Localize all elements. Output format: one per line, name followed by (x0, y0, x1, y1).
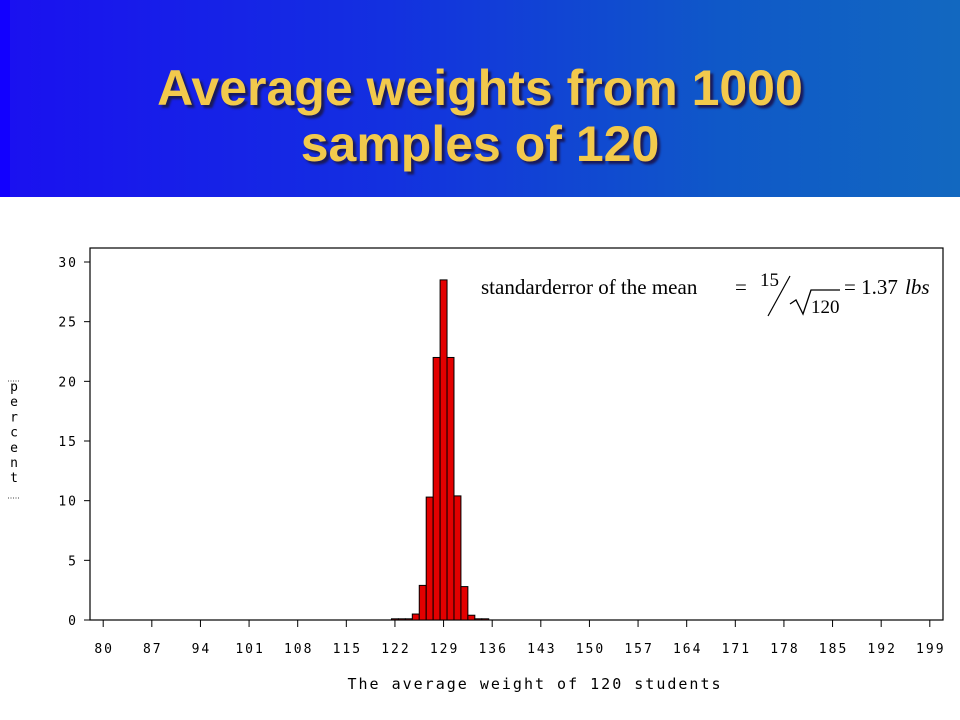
histogram-bar (411, 613, 420, 621)
x-tick-label: 136 (478, 642, 507, 657)
slide-title-line-1: Average weights from 1000 (157, 60, 803, 116)
x-tick-label: 164 (673, 642, 702, 657)
histogram-bar (446, 356, 455, 621)
formula-text: standarderror of the mean (481, 275, 698, 299)
x-tick-label: 143 (527, 642, 556, 657)
y-axis-title-char: t (10, 471, 18, 486)
histogram-bar (432, 356, 441, 621)
histogram-bar (467, 614, 476, 621)
histogram-bar (453, 495, 462, 621)
x-tick-label: 87 (143, 642, 163, 657)
y-tick-label: 10 (58, 495, 78, 510)
formula-equals: = (735, 275, 747, 299)
y-axis-title-char: p (10, 380, 18, 395)
formula-numerator: 15 (760, 270, 779, 291)
histogram-bar (474, 618, 483, 621)
y-tick-label: 25 (58, 316, 78, 331)
y-tick-label: 20 (58, 375, 78, 390)
histogram-bar (481, 618, 490, 621)
histogram-bar (418, 584, 427, 621)
x-tick-label: 108 (284, 642, 313, 657)
formula-denominator: 120 (811, 297, 840, 318)
y-axis-title-char: r (10, 410, 18, 425)
title-banner (0, 0, 960, 197)
x-tick-label: 185 (819, 642, 848, 657)
formula-fraction-slash (767, 275, 791, 317)
x-tick-label: 101 (235, 642, 264, 657)
y-tick-label: 5 (68, 554, 78, 569)
x-tick-label: 171 (722, 642, 751, 657)
histogram-bar (439, 279, 448, 621)
x-tick-label: 122 (381, 642, 410, 657)
formula-sqrt-sign (789, 289, 840, 316)
x-tick-label: 178 (770, 642, 799, 657)
formula-result: = 1.37 (844, 275, 898, 299)
histogram-bar (397, 618, 406, 621)
x-tick-label: 94 (192, 642, 212, 657)
x-tick-label: 199 (916, 642, 945, 657)
x-tick-label: 115 (333, 642, 362, 657)
histogram-bar (390, 618, 399, 621)
y-axis-title-char: n (10, 456, 18, 471)
x-tick-label: 129 (430, 642, 459, 657)
formula-unit: lbs (905, 275, 930, 299)
histogram-bars (390, 279, 490, 621)
histogram-bar (460, 586, 469, 621)
title-banner-edge (0, 0, 10, 197)
slide-title: Average weights from 1000 samples of 120 (0, 60, 960, 172)
y-axis-title-char: e (10, 395, 18, 410)
plot-frame (89, 247, 944, 621)
standard-error-formula: standarderror of the mean = 15 120 = 1.3… (481, 270, 930, 318)
x-tick-label: 157 (624, 642, 653, 657)
y-tick-label: 0 (68, 614, 78, 629)
y-axis: 0 5 10 15 20 25 30 (58, 256, 90, 629)
y-tick-label: 30 (58, 256, 78, 271)
y-axis-title-char: e (10, 441, 18, 456)
histogram-bar (404, 618, 413, 621)
y-tick-label: 15 (58, 435, 78, 450)
y-axis-title-char: c (10, 426, 18, 441)
x-tick-label: 150 (576, 642, 605, 657)
x-axis-title: The average weight of 120 students (347, 675, 722, 693)
slide-title-line-2: samples of 120 (300, 116, 660, 172)
x-tick-label: 192 (867, 642, 896, 657)
x-tick-label: 80 (94, 642, 114, 657)
histogram-bar (425, 496, 434, 621)
x-axis: 80 87 94 101 108 115 122 129 136 143 150 157 164 171 1… (94, 620, 945, 657)
